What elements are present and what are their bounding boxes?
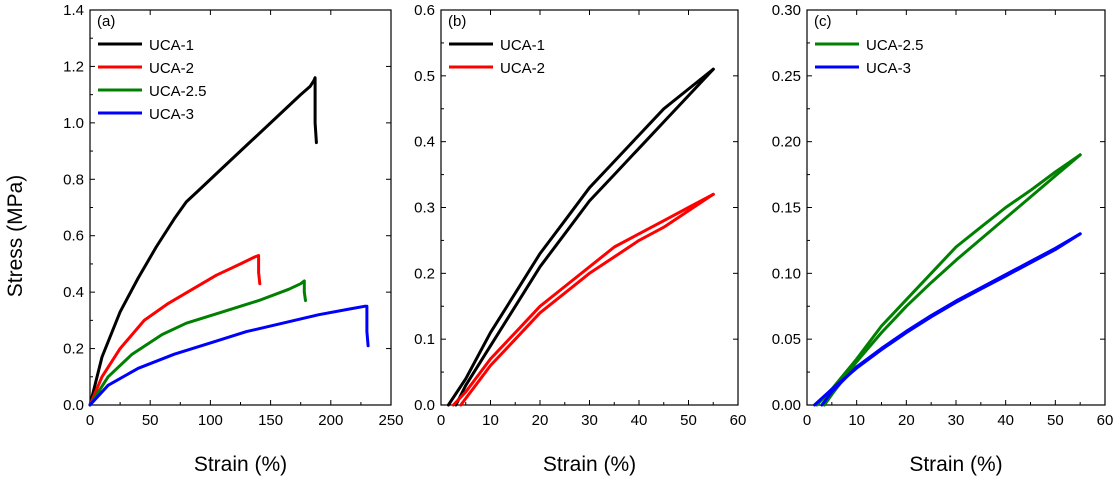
series-line-uca-3-loading-c [813,232,1082,407]
x-tick-label-a: 250 [378,412,403,429]
y-tick-label-b: 0.4 [414,134,435,151]
panel-a: 0 50 100 150 200 250 0.0 0.2 0.4 0.6 0.8 1.0 1.2 1.4 S… [63,2,403,476]
series-line-uca-1-a [88,76,318,407]
x-tick-label-c: 50 [1047,412,1064,429]
x-tick-label-b: 10 [482,412,499,429]
legend-label-uca-3-a: UCA-3 [149,106,194,123]
y-tick-label-b: 0.0 [414,397,435,414]
x-tick-label-b: 30 [581,412,598,429]
x-tick-label-c: 10 [848,412,865,429]
panel-b: 0 10 20 30 40 50 60 0.0 0.1 0.2 0.3 0.4 0.5 0.6 Strain… [414,2,746,476]
x-tick-label-b: 50 [680,412,697,429]
y-tick-label-c: 0.20 [772,134,801,151]
y-tick-label-a: 0.4 [63,284,84,301]
series-line-uca-3-a [88,304,370,407]
x-tick-label-a: 0 [86,412,94,429]
legend-label-uca-2-5-a: UCA-2.5 [149,83,207,100]
panel-c: 0 10 20 30 40 50 60 0.00 0.05 0.10 0.15 0.20 0.25 0.3… [772,2,1114,476]
panel-label-c: (c) [814,13,832,30]
y-tick-label-c: 0.25 [772,68,801,85]
plot-frame-a [89,9,392,406]
x-tick-label-a: 200 [318,412,343,429]
y-tick-label-a: 1.4 [63,2,84,19]
y-tick-label-b: 0.3 [414,200,435,217]
x-tick-label-a: 150 [258,412,283,429]
shared-y-axis-title: Stress (MPa) [4,175,27,298]
y-tick-label-b: 0.2 [414,265,435,282]
legend-label-uca-2-b: UCA-2 [500,60,545,77]
y-tick-label-c: 0.00 [772,397,801,414]
series-line-uca-2-a [88,254,262,407]
x-axis-title-b: Strain (%) [543,453,636,476]
x-tick-label-a: 50 [142,412,159,429]
series-line-uca-2-unloading-b [459,192,715,407]
legend-label-uca-2-5-c: UCA-2.5 [866,37,924,54]
y-tick-label-b: 0.1 [414,331,435,348]
legend-label-uca-2-a: UCA-2 [149,60,194,77]
series-line-uca-2-5-loading-c [815,153,1082,407]
y-tick-label-b: 0.6 [414,2,435,19]
x-tick-label-c: 60 [1097,412,1114,429]
y-tick-label-a: 1.2 [63,58,84,75]
x-tick-label-c: 20 [898,412,915,429]
x-tick-label-b: 40 [631,412,648,429]
legend-label-uca-3-c: UCA-3 [866,60,911,77]
x-axis-title-a: Strain (%) [194,453,287,476]
y-tick-label-c: 0.15 [772,200,801,217]
x-tick-label-b: 0 [437,412,445,429]
legend-label-uca-1-b: UCA-1 [500,37,545,54]
y-tick-label-b: 0.5 [414,68,435,85]
x-tick-label-c: 0 [803,412,811,429]
y-tick-label-a: 1.0 [63,115,84,132]
y-tick-label-a: 0.8 [63,171,84,188]
plot-frame-c [806,9,1106,406]
x-tick-label-c: 40 [997,412,1014,429]
series-line-uca-2-5-a [88,279,307,407]
series-line-uca-2-5-unloading-c [822,153,1082,407]
series-line-uca-2-loading-b [451,192,715,407]
y-tick-label-c: 0.10 [772,265,801,282]
x-tick-label-b: 60 [730,412,747,429]
x-tick-label-b: 20 [532,412,549,429]
series-line-uca-3-unloading-c [820,232,1082,407]
series-line-uca-1-unloading-b [454,67,715,407]
series-line-uca-1-loading-b [446,67,715,407]
y-tick-label-a: 0.6 [63,228,84,245]
x-tick-label-c: 30 [948,412,965,429]
y-tick-label-a: 0.0 [63,397,84,414]
y-tick-label-a: 0.2 [63,341,84,358]
panel-label-a: (a) [97,13,115,30]
panel-label-b: (b) [448,13,466,30]
x-axis-title-c: Strain (%) [909,453,1002,476]
y-tick-label-c: 0.30 [772,2,801,19]
legend-label-uca-1-a: UCA-1 [149,37,194,54]
x-tick-label-a: 100 [198,412,223,429]
y-tick-label-c: 0.05 [772,331,801,348]
